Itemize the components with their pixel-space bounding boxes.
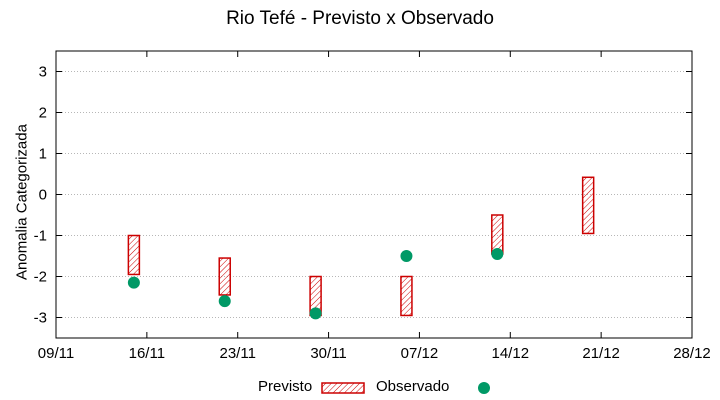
previsto-box [400,275,413,317]
y-tick-label: 1 [39,146,47,163]
previsto-box [218,257,231,296]
y-tick-label: -3 [34,310,47,327]
x-tick-label: 23/11 [219,345,255,362]
x-tick-label: 28/12 [673,345,711,362]
legend-label-observado: Observado [376,378,450,395]
legend-label-previsto: Previsto [258,378,313,395]
x-tick-label: 21/12 [582,345,620,362]
legend-swatch-previsto [321,382,365,394]
y-tick-label: -1 [34,228,47,245]
chart-title: Rio Tefé - Previsto x Observado [226,8,494,29]
observado-point [218,295,231,308]
y-tick-label: 0 [39,187,47,204]
y-axis-label: Anomalia Categorizada [13,124,31,280]
observado-point [400,250,413,262]
observado-point [309,307,322,320]
legend: Previsto Observado [0,376,720,398]
legend-swatch-observado [478,382,490,394]
plot-frame [55,50,693,339]
x-tick-label: 09/11 [38,345,74,362]
x-tick-label: 14/12 [492,345,530,362]
observado-point [127,276,140,289]
x-tick-label: 16/11 [129,345,165,362]
previsto-box [581,176,595,235]
x-tick-label: 07/12 [401,345,439,362]
y-tick-label: 3 [39,64,47,81]
x-tick-label: 30/11 [310,345,346,362]
y-tick-label: -2 [34,269,47,286]
y-tick-label: 2 [39,105,47,122]
previsto-box [127,234,141,276]
observado-point [491,247,504,260]
